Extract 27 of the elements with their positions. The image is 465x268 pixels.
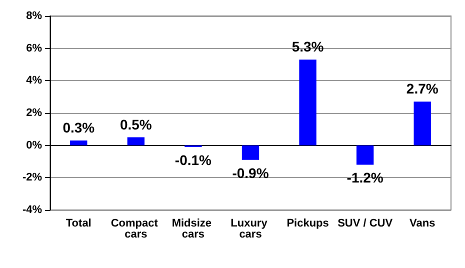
data-label: 5.3% [292, 38, 324, 55]
bar [299, 60, 316, 146]
x-tick-label: Midsize cars [172, 218, 215, 240]
bar [414, 102, 431, 146]
bar [242, 145, 260, 160]
data-label: 2.7% [406, 80, 439, 97]
bar [70, 140, 88, 146]
data-label: 0.3% [62, 119, 96, 136]
data-label: -0.9% [232, 164, 270, 181]
x-tick-label: Total [66, 218, 92, 230]
x-tick-label: Compact cars [110, 218, 161, 240]
y-tick-label: 6% [26, 42, 42, 54]
x-tick-label: Luxury cars [230, 218, 270, 240]
bar [127, 137, 145, 146]
y-tick-label: -2% [22, 172, 42, 184]
y-tick-label: 2% [26, 107, 42, 119]
y-tick-label: 8% [26, 10, 42, 22]
x-tick-label: SUV / CUV [338, 218, 394, 230]
y-tick-label: 4% [26, 74, 42, 87]
y-tick-label: 0% [26, 139, 42, 152]
y-tick-label: -4% [22, 204, 42, 216]
x-tick-label: Pickups [286, 218, 329, 230]
x-tick-label: Vans [410, 218, 436, 230]
data-label: -1.2% [346, 170, 384, 186]
data-label: 0.5% [120, 116, 152, 132]
bar [356, 145, 374, 165]
data-label: -0.1% [174, 152, 212, 168]
